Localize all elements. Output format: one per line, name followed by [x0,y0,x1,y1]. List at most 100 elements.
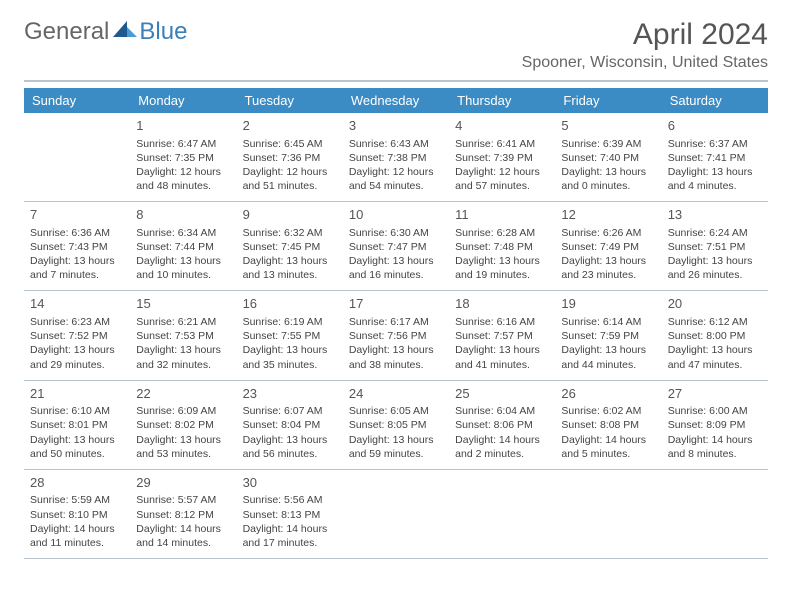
day-number: 3 [349,117,443,135]
day-number: 13 [668,206,762,224]
sunrise-text: Sunrise: 6:17 AM [349,315,443,329]
day-cell: 9Sunrise: 6:32 AMSunset: 7:45 PMDaylight… [237,202,343,290]
sunrise-text: Sunrise: 6:23 AM [30,315,124,329]
day-number: 9 [243,206,337,224]
sunset-text: Sunset: 7:35 PM [136,151,230,165]
daylight-text: Daylight: 13 hours and 41 minutes. [455,343,549,371]
sunrise-text: Sunrise: 6:36 AM [30,226,124,240]
day-number: 22 [136,385,230,403]
day-number: 30 [243,474,337,492]
sunrise-text: Sunrise: 6:09 AM [136,404,230,418]
title-block: April 2024 Spooner, Wisconsin, United St… [522,18,768,72]
day-number: 21 [30,385,124,403]
day-cell [24,113,130,201]
dow-cell: Sunday [24,88,130,113]
day-cell: 26Sunrise: 6:02 AMSunset: 8:08 PMDayligh… [555,381,661,469]
sunrise-text: Sunrise: 6:16 AM [455,315,549,329]
daylight-text: Daylight: 13 hours and 23 minutes. [561,254,655,282]
logo-icon [113,18,137,46]
day-cell [343,470,449,558]
day-number: 26 [561,385,655,403]
daylight-text: Daylight: 13 hours and 56 minutes. [243,433,337,461]
sunset-text: Sunset: 8:05 PM [349,418,443,432]
day-cell: 24Sunrise: 6:05 AMSunset: 8:05 PMDayligh… [343,381,449,469]
sunrise-text: Sunrise: 5:59 AM [30,493,124,507]
day-number: 25 [455,385,549,403]
daylight-text: Daylight: 13 hours and 16 minutes. [349,254,443,282]
daylight-text: Daylight: 14 hours and 8 minutes. [668,433,762,461]
days-of-week-row: SundayMondayTuesdayWednesdayThursdayFrid… [24,88,768,113]
daylight-text: Daylight: 13 hours and 19 minutes. [455,254,549,282]
sunrise-text: Sunrise: 6:24 AM [668,226,762,240]
daylight-text: Daylight: 13 hours and 53 minutes. [136,433,230,461]
day-number: 18 [455,295,549,313]
sunrise-text: Sunrise: 6:19 AM [243,315,337,329]
sunset-text: Sunset: 7:41 PM [668,151,762,165]
week-row: 28Sunrise: 5:59 AMSunset: 8:10 PMDayligh… [24,470,768,559]
day-cell: 21Sunrise: 6:10 AMSunset: 8:01 PMDayligh… [24,381,130,469]
sunset-text: Sunset: 7:39 PM [455,151,549,165]
daylight-text: Daylight: 13 hours and 50 minutes. [30,433,124,461]
daylight-text: Daylight: 14 hours and 11 minutes. [30,522,124,550]
day-number: 15 [136,295,230,313]
sunrise-text: Sunrise: 6:41 AM [455,137,549,151]
logo-text-1: General [24,18,109,46]
week-row: 21Sunrise: 6:10 AMSunset: 8:01 PMDayligh… [24,381,768,470]
sunrise-text: Sunrise: 6:26 AM [561,226,655,240]
sunset-text: Sunset: 7:52 PM [30,329,124,343]
week-row: 7Sunrise: 6:36 AMSunset: 7:43 PMDaylight… [24,202,768,291]
day-number: 10 [349,206,443,224]
sunset-text: Sunset: 8:09 PM [668,418,762,432]
daylight-text: Daylight: 14 hours and 5 minutes. [561,433,655,461]
daylight-text: Daylight: 13 hours and 59 minutes. [349,433,443,461]
dow-cell: Monday [130,88,236,113]
month-title: April 2024 [522,18,768,52]
day-number: 29 [136,474,230,492]
sunrise-text: Sunrise: 6:05 AM [349,404,443,418]
sunset-text: Sunset: 8:08 PM [561,418,655,432]
sunrise-text: Sunrise: 6:32 AM [243,226,337,240]
day-cell: 20Sunrise: 6:12 AMSunset: 8:00 PMDayligh… [662,291,768,379]
daylight-text: Daylight: 12 hours and 48 minutes. [136,165,230,193]
sunset-text: Sunset: 8:01 PM [30,418,124,432]
sunrise-text: Sunrise: 6:10 AM [30,404,124,418]
day-number: 24 [349,385,443,403]
daylight-text: Daylight: 13 hours and 10 minutes. [136,254,230,282]
header: General Blue April 2024 Spooner, Wiscons… [24,18,768,72]
weeks-container: 1Sunrise: 6:47 AMSunset: 7:35 PMDaylight… [24,113,768,559]
day-number: 20 [668,295,762,313]
sunset-text: Sunset: 8:12 PM [136,508,230,522]
sunrise-text: Sunrise: 6:39 AM [561,137,655,151]
sunset-text: Sunset: 7:40 PM [561,151,655,165]
sunrise-text: Sunrise: 6:04 AM [455,404,549,418]
sunrise-text: Sunrise: 5:56 AM [243,493,337,507]
daylight-text: Daylight: 13 hours and 38 minutes. [349,343,443,371]
sunset-text: Sunset: 7:57 PM [455,329,549,343]
daylight-text: Daylight: 13 hours and 26 minutes. [668,254,762,282]
daylight-text: Daylight: 14 hours and 14 minutes. [136,522,230,550]
day-number: 4 [455,117,549,135]
day-cell: 4Sunrise: 6:41 AMSunset: 7:39 PMDaylight… [449,113,555,201]
day-cell: 30Sunrise: 5:56 AMSunset: 8:13 PMDayligh… [237,470,343,558]
day-number: 6 [668,117,762,135]
dow-cell: Saturday [662,88,768,113]
day-number: 2 [243,117,337,135]
sunset-text: Sunset: 7:53 PM [136,329,230,343]
sunset-text: Sunset: 7:49 PM [561,240,655,254]
day-cell: 6Sunrise: 6:37 AMSunset: 7:41 PMDaylight… [662,113,768,201]
sunset-text: Sunset: 7:36 PM [243,151,337,165]
sunrise-text: Sunrise: 6:14 AM [561,315,655,329]
daylight-text: Daylight: 13 hours and 0 minutes. [561,165,655,193]
day-cell: 22Sunrise: 6:09 AMSunset: 8:02 PMDayligh… [130,381,236,469]
sunset-text: Sunset: 7:51 PM [668,240,762,254]
week-row: 1Sunrise: 6:47 AMSunset: 7:35 PMDaylight… [24,113,768,202]
sunrise-text: Sunrise: 6:43 AM [349,137,443,151]
header-divider [24,80,768,82]
daylight-text: Daylight: 12 hours and 54 minutes. [349,165,443,193]
sunrise-text: Sunrise: 6:02 AM [561,404,655,418]
sunrise-text: Sunrise: 6:21 AM [136,315,230,329]
day-cell: 12Sunrise: 6:26 AMSunset: 7:49 PMDayligh… [555,202,661,290]
sunrise-text: Sunrise: 6:37 AM [668,137,762,151]
day-cell: 7Sunrise: 6:36 AMSunset: 7:43 PMDaylight… [24,202,130,290]
day-cell: 10Sunrise: 6:30 AMSunset: 7:47 PMDayligh… [343,202,449,290]
